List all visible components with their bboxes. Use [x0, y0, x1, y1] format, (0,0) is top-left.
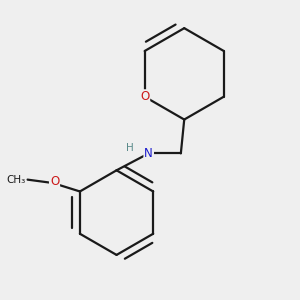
Text: O: O: [140, 90, 149, 103]
Text: N: N: [144, 147, 153, 160]
Text: CH₃: CH₃: [7, 175, 26, 184]
Text: H: H: [126, 143, 134, 153]
Text: O: O: [50, 175, 59, 188]
